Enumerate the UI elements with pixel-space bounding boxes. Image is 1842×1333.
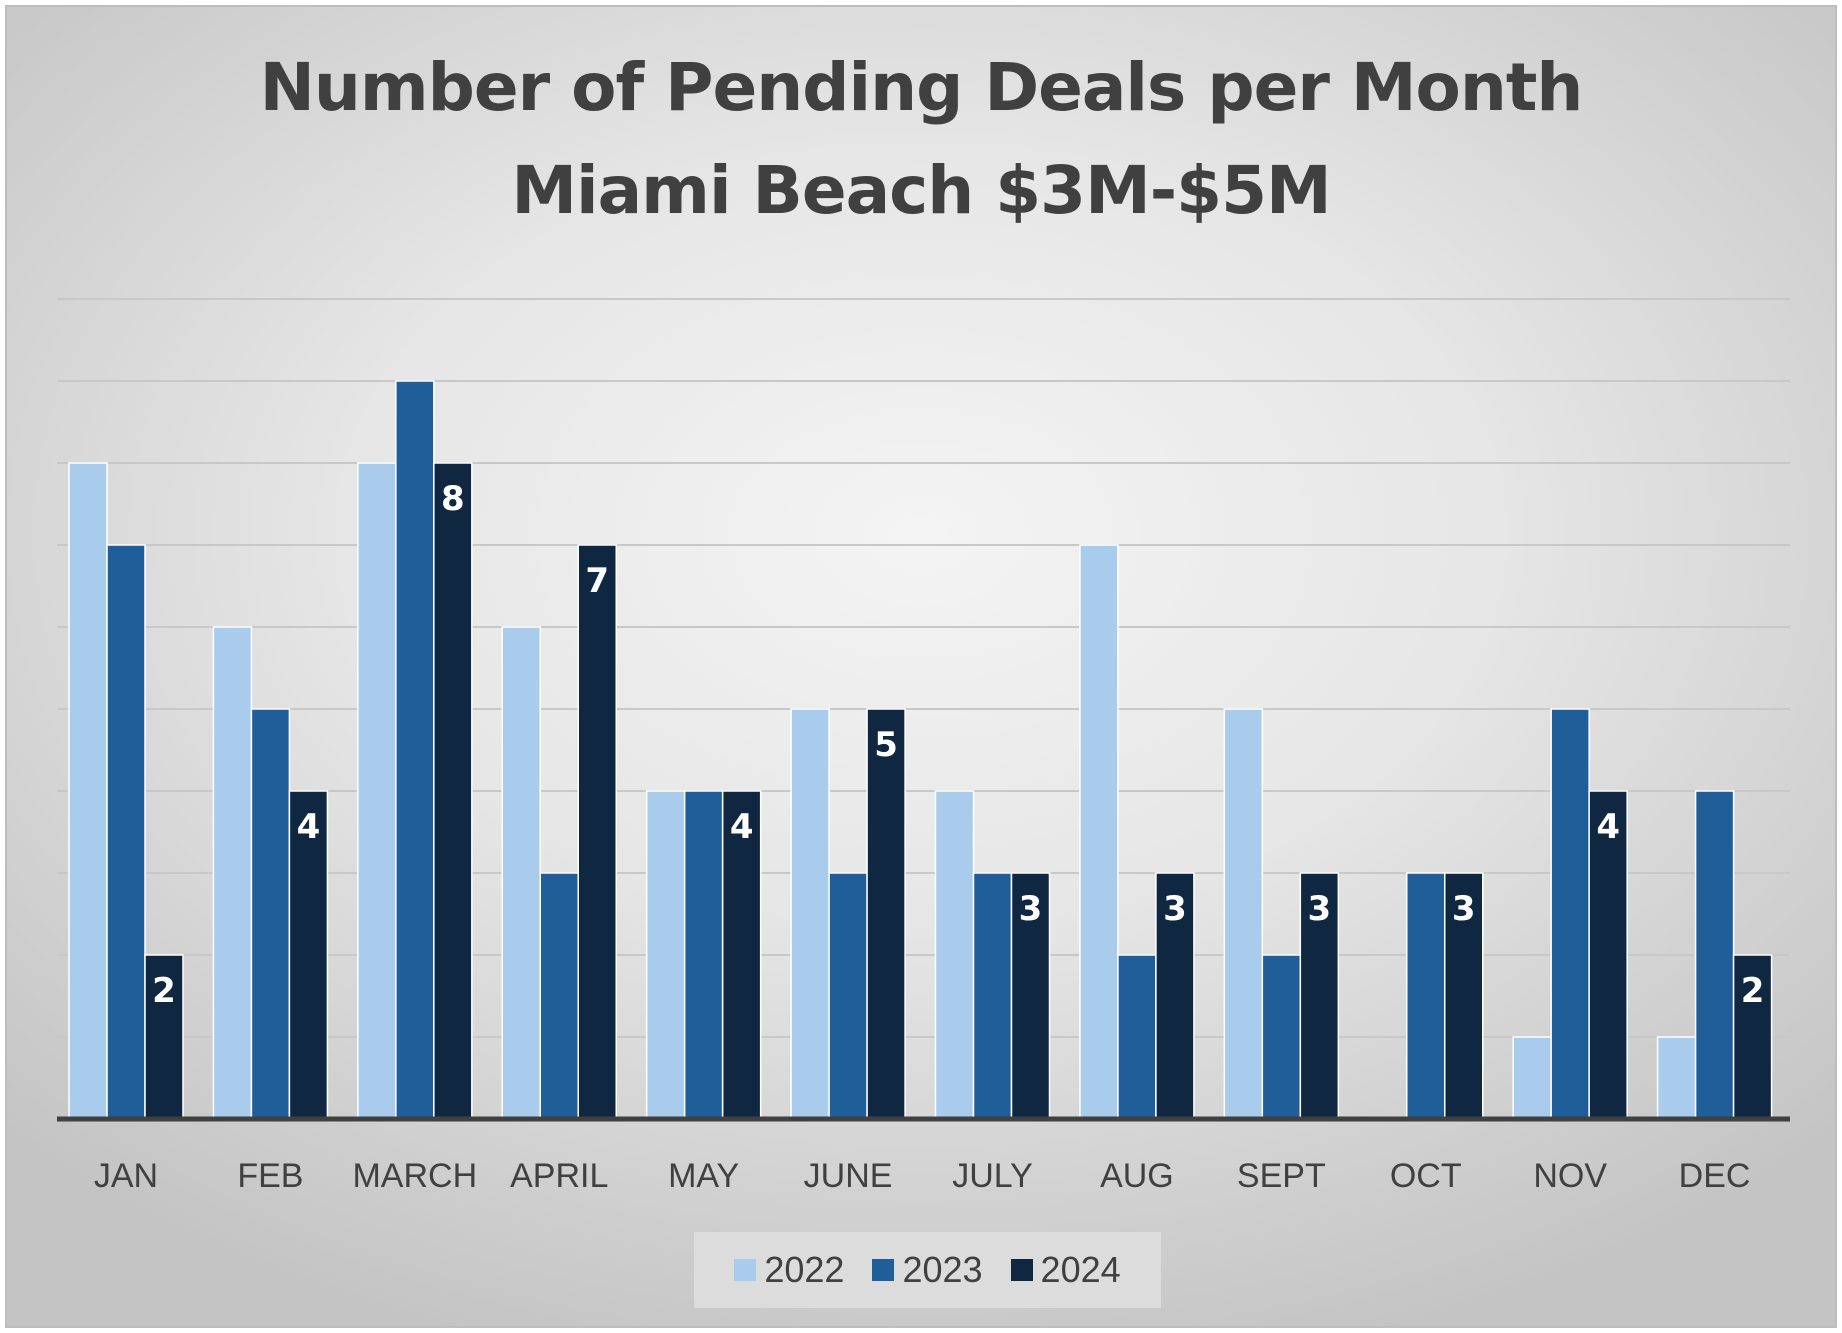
- bar-2023-may: [683, 790, 724, 1120]
- bar-2024-july: [1010, 872, 1051, 1120]
- bar-2024-aug: [1155, 872, 1195, 1120]
- bar-2023-march: [395, 380, 435, 1120]
- data-label: 4: [730, 807, 754, 847]
- legend-label: 2023: [902, 1249, 983, 1290]
- bar-2023-oct: [1406, 872, 1446, 1120]
- data-label: 4: [1596, 807, 1620, 847]
- data-label: 3: [1307, 889, 1331, 929]
- data-label: 2: [1741, 971, 1765, 1011]
- chart-subtitle: Miami Beach $3M-$5M: [511, 152, 1331, 229]
- x-tick-label: DEC: [1679, 1157, 1751, 1195]
- bar-2022-jan: [68, 462, 108, 1120]
- data-label: 4: [297, 807, 321, 847]
- x-tick-label: JAN: [94, 1157, 158, 1195]
- bar-2023-dec: [1694, 790, 1735, 1120]
- legend-item-2022: 2022: [734, 1249, 844, 1291]
- x-tick-label: JUNE: [804, 1157, 893, 1195]
- chart-frame: Number of Pending Deals per Month Miami …: [5, 5, 1837, 1328]
- bar-2023-aug: [1117, 954, 1157, 1120]
- bar-2023-sept: [1261, 954, 1302, 1120]
- bar-2024-dec: [1732, 954, 1773, 1120]
- chart-title: Number of Pending Deals per Month: [259, 49, 1584, 126]
- bar-2022-march: [357, 462, 397, 1120]
- bar-2022-sept: [1223, 708, 1264, 1120]
- x-tick-label: SEPT: [1237, 1157, 1326, 1195]
- data-label: 2: [152, 971, 176, 1011]
- x-tick-label: MARCH: [352, 1157, 477, 1195]
- data-label: 5: [874, 725, 898, 765]
- legend-item-2024: 2024: [1010, 1249, 1121, 1291]
- bar-2022-aug: [1079, 544, 1119, 1120]
- data-label: 3: [1019, 889, 1043, 929]
- bar-2024-sept: [1299, 872, 1340, 1120]
- x-tick-label: MAY: [668, 1157, 739, 1195]
- legend-label: 2024: [1040, 1249, 1121, 1290]
- bar-2022-feb: [212, 626, 253, 1120]
- bar-2022-may: [645, 790, 686, 1120]
- bar-2022-april: [501, 626, 541, 1120]
- data-label: 7: [585, 561, 609, 601]
- bar-chart-plot: 2 JAN 4 FEB 8 MARCH 7 APRIL 4 MAY 5 JUNE 3 JULY 3 AUG 3 S…: [57, 298, 1790, 1195]
- bar-2024-oct: [1444, 872, 1484, 1120]
- chart-legend: 2022 2023 2024: [694, 1232, 1161, 1308]
- legend-swatch: [1010, 1259, 1033, 1281]
- bar-2023-nov: [1550, 708, 1590, 1120]
- data-label: 8: [441, 479, 465, 519]
- bar-2024-april: [577, 544, 617, 1120]
- bar-2022-june: [790, 708, 830, 1120]
- legend-swatch: [734, 1259, 757, 1281]
- bar-2022-dec: [1656, 1036, 1697, 1120]
- bar-2023-july: [972, 872, 1013, 1120]
- x-tick-label: FEB: [237, 1157, 303, 1195]
- bar-2024-march: [433, 462, 473, 1120]
- x-tick-label: JULY: [952, 1157, 1033, 1195]
- bar-2022-july: [934, 790, 975, 1120]
- data-label: 3: [1452, 889, 1476, 929]
- data-label: 3: [1163, 889, 1187, 929]
- bar-2022-nov: [1512, 1036, 1552, 1120]
- bar-2023-june: [828, 872, 868, 1120]
- bar-2024-june: [866, 708, 906, 1120]
- x-tick-label: OCT: [1390, 1157, 1462, 1195]
- x-tick-label: APRIL: [510, 1157, 608, 1195]
- legend-swatch: [872, 1259, 895, 1281]
- x-tick-label: AUG: [1100, 1157, 1174, 1195]
- bar-2023-feb: [250, 708, 291, 1120]
- x-tick-label: NOV: [1533, 1157, 1607, 1195]
- bar-2023-jan: [106, 544, 146, 1120]
- bar-2023-april: [539, 872, 579, 1120]
- legend-item-2023: 2023: [872, 1249, 983, 1291]
- legend-label: 2022: [764, 1249, 845, 1290]
